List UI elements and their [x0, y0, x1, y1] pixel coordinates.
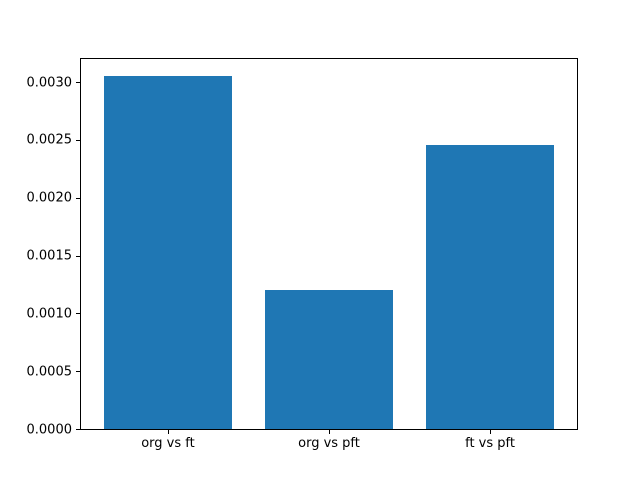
y-tick-mark — [76, 429, 80, 430]
y-tick-mark — [76, 313, 80, 315]
y-tick-label: 0.0005 — [26, 364, 73, 380]
y-tick-label: 0.0000 — [26, 422, 73, 437]
y-tick-label: 0.0030 — [26, 75, 73, 91]
x-tick-label: org vs ft — [141, 436, 195, 451]
x-tick-label: ft vs pft — [465, 436, 515, 451]
x-tick-label: org vs pft — [298, 436, 360, 451]
plot-area: 0.0000 0.0005 0.0010 0.0015 0.0020 0.0025 0.00… — [27, 58, 578, 450]
x-tick-mark — [167, 430, 169, 434]
y-tick-mark — [76, 139, 80, 141]
y-tick-label: 0.0025 — [26, 132, 73, 148]
y-tick-label: 0.0020 — [26, 190, 73, 206]
y-tick-mark — [76, 82, 80, 84]
x-tick-mark — [490, 430, 492, 434]
bar-org-vs-ft — [103, 76, 233, 429]
y-tick-mark — [76, 255, 80, 257]
x-tick-mark — [329, 430, 330, 434]
y-tick-label: 0.0015 — [26, 248, 73, 264]
bar-org-vs-pft — [264, 290, 394, 429]
bar-ft-vs-pft — [425, 144, 555, 429]
y-tick-label: 0.0010 — [26, 306, 73, 322]
y-tick-mark — [76, 371, 80, 373]
y-tick-mark — [76, 197, 80, 199]
